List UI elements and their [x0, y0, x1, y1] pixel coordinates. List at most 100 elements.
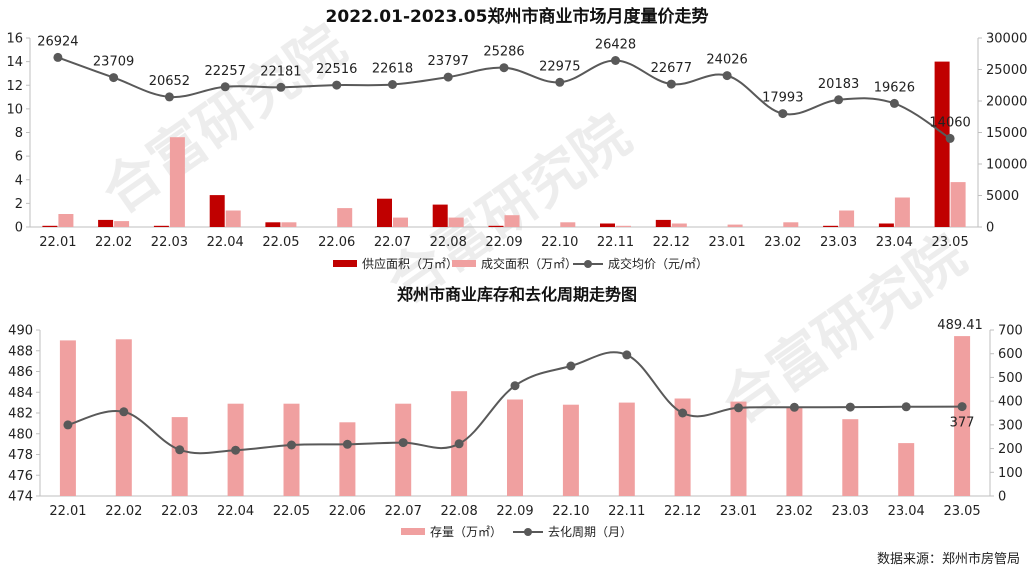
left-tick-label: 490 [8, 324, 33, 339]
right-tick-label: 100 [998, 466, 1023, 481]
legend-label-transaction: 成交面积（万㎡） [481, 256, 577, 271]
chart1-line-point [276, 82, 286, 92]
legend-swatch-stock [401, 528, 425, 535]
left-tick-label: 8 [15, 126, 23, 141]
left-tick-label: 0 [15, 221, 23, 236]
chart2-line-point [678, 408, 688, 418]
chart1-bar-transaction [225, 210, 241, 227]
category-label: 22.04 [207, 235, 244, 250]
chart2-bar-stock [618, 402, 635, 496]
category-label: 23.01 [720, 504, 757, 519]
left-tick-label: 486 [8, 365, 33, 380]
right-tick-label: 25000 [986, 63, 1027, 78]
legend-label-cycle: 去化周期（月） [548, 525, 632, 539]
chart2-line-point [231, 445, 241, 455]
price-data-label: 22975 [539, 59, 580, 74]
left-tick-label: 4 [15, 173, 23, 188]
chart1-bar-supply [42, 225, 58, 227]
chart1-line-point [332, 80, 342, 90]
price-data-label: 22677 [651, 61, 692, 76]
category-label: 23.03 [820, 235, 857, 250]
chart1-line-point [889, 98, 899, 108]
legend-marker-price [584, 260, 592, 268]
chart2-line-point [119, 407, 129, 417]
right-tick-label: 15000 [986, 126, 1027, 141]
category-label: 23.04 [888, 504, 925, 519]
chart1-bar-transaction [58, 214, 74, 227]
chart2-bar-stock [562, 404, 579, 496]
price-data-label: 22516 [316, 62, 357, 77]
category-label: 22.04 [217, 504, 254, 519]
category-label: 23.01 [708, 235, 745, 250]
category-label: 22.05 [262, 235, 299, 250]
chart1-bar-supply [934, 61, 950, 227]
chart1-bar-transaction [393, 217, 408, 227]
chart2-bar-stock [954, 336, 971, 496]
legend-swatch-supply [333, 260, 357, 267]
chart2-line-point [789, 402, 799, 412]
chart2-bar-stock [674, 398, 691, 496]
chart1-bar-transaction [560, 222, 576, 227]
category-label: 22.03 [161, 504, 198, 519]
chart1-bar-supply [98, 219, 114, 227]
legend-label-supply: 供应面积（万㎡） [362, 256, 458, 271]
chart2-bar-stock [507, 399, 523, 496]
category-label: 22.07 [374, 235, 411, 250]
left-tick-label: 10 [6, 102, 23, 117]
chart1-bar-supply [377, 198, 392, 227]
category-label: 22.02 [95, 235, 132, 250]
chart2-line-point [566, 361, 576, 371]
chart1-bar-supply [823, 225, 839, 227]
chart2-bar-stock [395, 403, 412, 496]
chart2-plot: 474 476 478 480 482 484 486 488 490 0 100 200 300 400… [8, 318, 1023, 519]
category-label: 23.05 [943, 504, 980, 519]
chart1-bar-transaction [727, 224, 743, 227]
chart1-line-point [388, 80, 397, 89]
chart1-bar-supply [265, 222, 281, 227]
chart1-line-point [778, 109, 788, 119]
chart1-bar-supply [153, 225, 169, 227]
price-data-label: 23709 [93, 55, 134, 70]
category-label: 22.11 [608, 504, 645, 519]
chart1-line-point [499, 63, 509, 73]
category-label: 22.12 [664, 504, 701, 519]
left-tick-label: 6 [15, 150, 23, 165]
chart1-line-point [220, 82, 230, 92]
category-label: 22.07 [385, 504, 422, 519]
price-data-label: 22181 [260, 64, 301, 79]
chart1-bar-transaction [839, 210, 855, 227]
chart1-line-point [945, 133, 955, 143]
data-source: 数据来源：郑州市房管局 [877, 551, 1020, 567]
chart2-line-point [622, 350, 632, 360]
right-tick-label: 300 [998, 418, 1023, 433]
legend-label-price: 成交均价（元/㎡） [608, 256, 708, 271]
right-tick-label: 0 [986, 221, 994, 236]
chart2-line-point [957, 402, 967, 412]
left-tick-label: 474 [8, 490, 33, 505]
left-tick-label: 488 [8, 344, 33, 359]
price-data-label: 23797 [428, 54, 469, 69]
legend-label-stock: 存量（万㎡） [430, 525, 502, 539]
category-label: 22.09 [485, 235, 522, 250]
category-label: 23.05 [932, 235, 969, 250]
chart2-line-point [342, 439, 352, 449]
category-label: 22.09 [496, 504, 533, 519]
right-tick-label: 20000 [986, 95, 1027, 110]
chart2-bar-stock [115, 339, 132, 496]
watermark: 合富研究院 [91, 13, 358, 227]
price-data-label: 26428 [595, 38, 636, 53]
right-tick-label: 500 [998, 371, 1023, 386]
chart1-bar-transaction [448, 217, 464, 227]
left-tick-label: 484 [8, 386, 33, 401]
category-label: 22.10 [552, 504, 589, 519]
category-label: 22.03 [151, 235, 188, 250]
category-label: 22.01 [39, 235, 76, 250]
category-label: 23.03 [832, 504, 869, 519]
chart2-line-point [398, 438, 408, 448]
category-label: 22.02 [105, 504, 142, 519]
category-label: 22.10 [541, 235, 578, 250]
chart1-bar-transaction [671, 223, 687, 227]
chart2-line-point [454, 439, 464, 449]
cycle-last-value-label: 377 [950, 416, 975, 431]
right-tick-label: 0 [998, 490, 1006, 505]
